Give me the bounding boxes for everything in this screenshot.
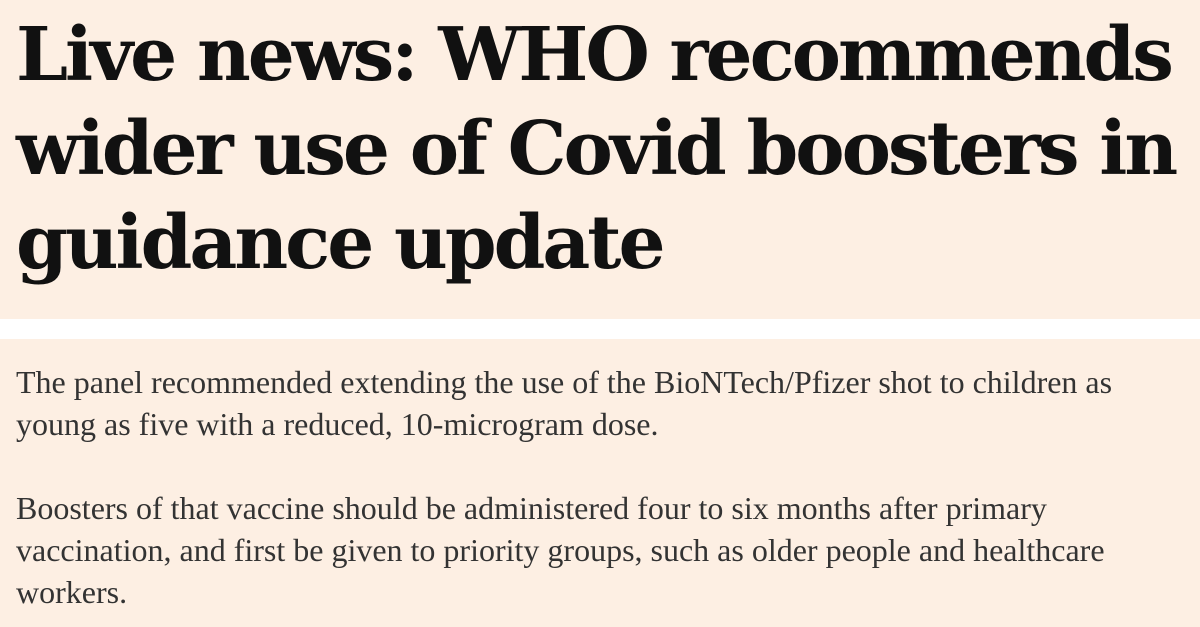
headline-line: Live news: WHO recommends <box>16 12 1174 98</box>
headline-line: guidance update <box>16 200 666 286</box>
body-line: young as five with a reduced, 10-microgr… <box>16 406 659 442</box>
headline-panel: Live news: WHO recommends wider use of C… <box>0 0 1200 319</box>
body-line: Boosters of that vaccine should be admin… <box>16 490 1047 526</box>
headline: Live news: WHO recommends wider use of C… <box>16 0 1184 290</box>
article-body-panel: The panel recommended extending the use … <box>0 339 1200 627</box>
body-line: workers. <box>16 574 128 610</box>
body-line: The panel recommended extending the use … <box>16 364 1113 400</box>
headline-line: wider use of Covid boosters in <box>16 106 1178 192</box>
body-line: vaccination, and first be given to prior… <box>16 532 1105 568</box>
body-paragraph: Boosters of that vaccine should be admin… <box>16 487 1184 613</box>
body-paragraph: The panel recommended extending the use … <box>16 361 1184 445</box>
